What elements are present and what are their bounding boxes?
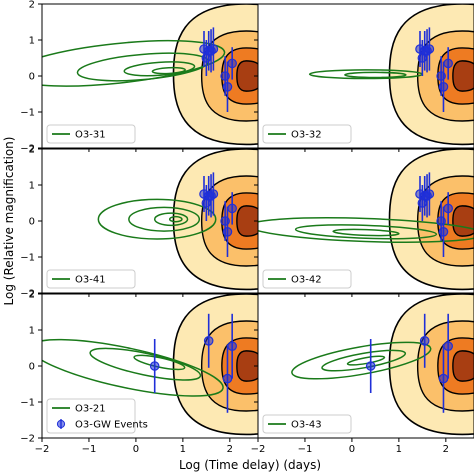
plot-area xyxy=(308,4,474,146)
event-point xyxy=(436,56,446,96)
y-tick-label: 0 xyxy=(29,217,35,228)
y-tick-label: −2 xyxy=(20,434,35,445)
green-contour-4 xyxy=(151,66,186,75)
event-point xyxy=(220,56,230,96)
y-tick-label: 0 xyxy=(29,362,35,373)
x-tick-label: 1 xyxy=(396,444,402,455)
green-contour-1 xyxy=(291,341,432,380)
y-tick-label: −2 xyxy=(20,144,35,155)
event-point xyxy=(443,313,453,379)
panel-o3-42: O3-42 xyxy=(254,148,474,297)
x-tick-label: 0 xyxy=(133,444,139,455)
event-point xyxy=(203,313,214,368)
green-contour-3 xyxy=(332,228,400,237)
density-contour-4 xyxy=(452,350,474,382)
plot-area xyxy=(258,149,474,291)
x-tick-label: −1 xyxy=(298,444,313,455)
event-point xyxy=(424,172,435,216)
x-tick-label: 2 xyxy=(443,444,449,455)
x-tick-label: −2 xyxy=(251,444,266,455)
plot-area xyxy=(42,4,258,146)
y-tick-label: −1 xyxy=(20,108,35,119)
y-tick-label: 2 xyxy=(29,145,35,156)
event-point xyxy=(419,313,430,368)
green-contour-1 xyxy=(258,217,474,243)
density-contour-4 xyxy=(452,60,474,92)
legend: O3-32 xyxy=(262,124,352,144)
panels-grid: −2 −1 0 1 2 O3-31 O3-32 −2 −1 0 1 2 O3-41 O3-42 −2 −1 0 1… xyxy=(20,0,474,455)
panel-o3-43: −2 −1 0 1 2 O3-43 xyxy=(251,293,474,455)
x-tick-label: −1 xyxy=(82,444,97,455)
green-contour-4 xyxy=(168,215,183,223)
y-tick-label: 2 xyxy=(29,0,35,11)
legend-label-population: O3-42 xyxy=(291,275,322,286)
green-contour-1 xyxy=(42,338,224,397)
green-contour-1 xyxy=(42,39,226,87)
event-point xyxy=(417,185,428,221)
event-point xyxy=(208,172,219,216)
event-point xyxy=(436,201,446,241)
event-point xyxy=(208,27,219,71)
legend-label-population: O3-32 xyxy=(291,130,322,141)
legend: O3-41 xyxy=(46,269,136,289)
y-tick-label: 0 xyxy=(29,72,35,83)
density-contour-4 xyxy=(452,205,474,237)
green-contour-2 xyxy=(344,71,407,79)
legend-label-events: O3-GW Events xyxy=(75,420,148,431)
y-tick-label: −1 xyxy=(20,253,35,264)
green-contour-3 xyxy=(123,61,196,77)
density-contour-4 xyxy=(236,205,258,237)
plot-area xyxy=(42,294,258,436)
legend: O3-42 xyxy=(262,269,352,289)
green-contour-2 xyxy=(128,206,201,232)
plot-area xyxy=(291,294,474,436)
y-tick-label: 1 xyxy=(29,36,35,47)
event-point xyxy=(220,201,230,241)
green-contour-2 xyxy=(321,349,407,372)
y-tick-label: −2 xyxy=(20,289,35,300)
green-contour-3 xyxy=(346,355,386,366)
y-axis-label: Log (Relative magnification) xyxy=(2,137,16,306)
legend-label-population: O3-31 xyxy=(75,130,106,141)
x-tick-label: −2 xyxy=(35,444,50,455)
legend: O3-43 xyxy=(262,414,352,434)
legend-swatch-events xyxy=(56,419,66,429)
legend: O3-21 O3-GW Events xyxy=(46,398,148,434)
event-point xyxy=(227,192,237,225)
event-point xyxy=(227,313,237,379)
plot-area xyxy=(97,149,258,291)
x-tick-label: 2 xyxy=(227,444,233,455)
density-contour-4 xyxy=(236,60,258,92)
x-tick-label: 1 xyxy=(180,444,186,455)
green-contour-1 xyxy=(97,198,217,240)
event-point xyxy=(424,27,435,71)
legend: O3-31 xyxy=(46,124,136,144)
event-point xyxy=(417,40,428,76)
panel-o3-41: −2 −1 0 1 2 O3-41 xyxy=(20,145,259,300)
green-contour-3 xyxy=(153,212,189,227)
y-tick-label: 1 xyxy=(29,326,35,337)
event-point xyxy=(365,339,376,393)
event-point xyxy=(201,40,212,76)
event-point xyxy=(443,192,453,225)
green-contour-2 xyxy=(294,224,438,240)
panel-o3-32: O3-32 xyxy=(254,3,474,152)
event-point xyxy=(201,185,212,221)
event-point xyxy=(149,339,160,393)
legend-label-population: O3-43 xyxy=(291,420,322,431)
x-tick-label: 0 xyxy=(349,444,355,455)
y-tick-label: −1 xyxy=(20,398,35,409)
y-tick-label: 1 xyxy=(29,181,35,192)
legend-label-population: O3-21 xyxy=(75,404,106,415)
green-contour-2 xyxy=(89,347,202,381)
legend-label-population: O3-41 xyxy=(75,275,106,286)
x-axis-label: Log (Time delay) (days) xyxy=(179,458,321,472)
y-tick-label: 2 xyxy=(29,290,35,301)
density-contour-4 xyxy=(236,350,258,382)
